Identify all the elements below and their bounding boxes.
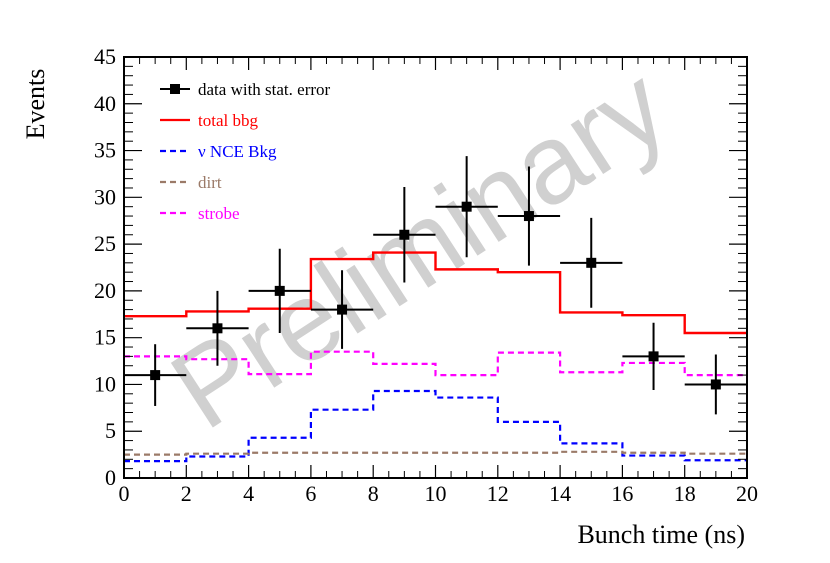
data-point — [310, 270, 374, 349]
legend-entry-total-bbg: total bbg — [160, 111, 258, 130]
x-tick-label: 14 — [549, 481, 571, 506]
data-marker — [274, 285, 285, 296]
data-marker — [212, 323, 223, 334]
y-tick-label: 45 — [94, 44, 116, 69]
data-point — [560, 217, 623, 308]
data-point — [248, 248, 311, 333]
x-tick-label: 10 — [425, 481, 447, 506]
data-point — [124, 344, 187, 406]
series-dirt — [124, 450, 747, 456]
legend-entry-dirt: dirt — [160, 173, 222, 192]
y-tick-label: 30 — [94, 184, 116, 209]
y-tick-label: 40 — [94, 91, 116, 116]
x-tick-label: 0 — [119, 481, 130, 506]
legend-marker — [170, 84, 180, 94]
data-marker — [710, 379, 721, 390]
x-tick-label: 16 — [611, 481, 633, 506]
legend-label: ν NCE Bkg — [198, 142, 277, 161]
legend-entry-data-with-stat-error: data with stat. error — [160, 80, 331, 99]
data-marker — [523, 211, 534, 222]
legend-label: data with stat. error — [198, 80, 331, 99]
y-tick-label: 5 — [105, 418, 116, 443]
data-point — [373, 187, 436, 283]
x-tick-label: 12 — [487, 481, 509, 506]
y-axis-label: Events — [21, 69, 50, 140]
y-tick-label: 25 — [94, 231, 116, 256]
data-point — [622, 322, 685, 391]
data-points-layer — [124, 156, 747, 415]
data-point — [186, 290, 249, 366]
legend-label: strobe — [198, 204, 240, 223]
data-marker — [648, 351, 659, 362]
data-point — [435, 156, 498, 258]
x-tick-label: 8 — [368, 481, 379, 506]
x-tick-label: 20 — [736, 481, 758, 506]
y-tick-label: 10 — [94, 371, 116, 396]
data-point — [497, 166, 561, 266]
y-tick-label: 20 — [94, 278, 116, 303]
series-strobe — [124, 350, 747, 377]
data-marker — [337, 304, 348, 315]
x-tick-label: 6 — [305, 481, 316, 506]
series-layer — [124, 251, 747, 463]
legend-entry-strobe: strobe — [160, 204, 240, 223]
data-marker — [399, 229, 410, 240]
x-tick-label: 4 — [243, 481, 254, 506]
data-marker — [150, 370, 161, 381]
legend-label: dirt — [198, 173, 222, 192]
series-total-bbg — [124, 251, 747, 335]
legend-label: total bbg — [198, 111, 258, 130]
ticks-layer: 0 2 4 6 8 10 12 14 16 18 20 0 5 10 15 20 25 30 35 40 45 — [94, 44, 758, 506]
legend: data with stat. error total bbg ν NCE Bkg d… — [160, 80, 331, 223]
x-axis-label: Bunch time (ns) — [577, 520, 745, 549]
data-marker — [586, 257, 597, 268]
y-tick-label: 35 — [94, 138, 116, 163]
data-marker — [461, 201, 472, 212]
x-tick-label: 18 — [674, 481, 696, 506]
legend-entry-nce-bkg: ν NCE Bkg — [160, 142, 277, 161]
x-tick-label: 2 — [181, 481, 192, 506]
y-tick-label: 15 — [94, 325, 116, 350]
y-tick-label: 0 — [105, 465, 116, 490]
